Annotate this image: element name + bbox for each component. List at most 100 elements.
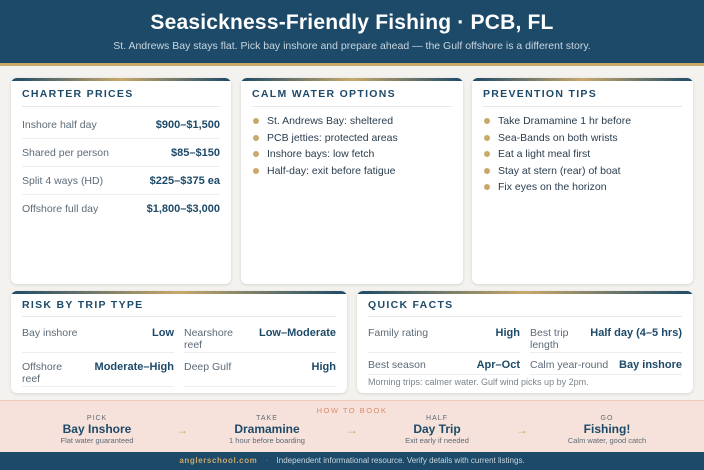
- price-label: Inshore half day: [22, 118, 97, 131]
- list-item: Stay at stern (rear) of boat: [483, 163, 682, 180]
- risk-label: Deep Gulf: [184, 361, 232, 373]
- list-item: St. Andrews Bay: sheltered: [252, 113, 452, 130]
- card-title: QUICK FACTS: [368, 299, 682, 317]
- step-kicker: TAKE: [256, 415, 278, 422]
- risk-value: Low: [152, 327, 174, 339]
- price-row: Split 4 ways (HD) $225–$375 ea: [22, 167, 220, 195]
- fact-value: Bay inshore: [619, 359, 682, 371]
- footer: anglerschool.com · Independent informati…: [0, 452, 704, 470]
- price-value: $900–$1,500: [155, 118, 220, 131]
- arrow-right-icon: →: [516, 423, 528, 437]
- bullet-icon: [484, 167, 490, 174]
- charter-prices-card: CHARTER PRICES Inshore half day $900–$1,5…: [11, 78, 231, 284]
- risk-cell: Nearshore reef Low–Moderate: [184, 319, 336, 353]
- list-item: Half-day: exit before fatigue: [252, 163, 452, 180]
- step: PICK Bay Inshore Flat water guaranteed: [42, 415, 152, 445]
- step-title: Fishing!: [583, 422, 631, 436]
- card-title: RISK BY TRIP TYPE: [22, 299, 336, 317]
- arrow-right-icon: →: [176, 423, 188, 437]
- step-kicker: PICK: [86, 415, 108, 422]
- price-label: Offshore full day: [22, 203, 99, 215]
- facts-note: Morning trips: calmer water. Gulf wind p…: [368, 377, 589, 387]
- risk-value: Low–Moderate: [258, 327, 336, 339]
- separator: ·: [265, 456, 269, 465]
- site-link[interactable]: anglerschool.com: [179, 456, 258, 465]
- step: GO Fishing! Calm water, good catch: [552, 415, 662, 445]
- item-text: Half-day: exit before fatigue: [267, 164, 396, 177]
- card-title: PREVENTION TIPS: [483, 88, 682, 107]
- fact-cell: Best season Apr–Oct: [368, 353, 520, 375]
- fact-label: Best trip length: [530, 327, 569, 351]
- step: HALF Day Trip Exit early if needed: [382, 415, 492, 445]
- price-label: Shared per person: [22, 146, 109, 159]
- bullet-icon: [253, 118, 259, 125]
- fact-value: Apr–Oct: [476, 359, 520, 371]
- bullet-icon: [253, 151, 259, 158]
- item-text: Take Dramamine 1 hr before: [498, 115, 632, 128]
- item-text: St. Andrews Bay: sheltered: [267, 115, 394, 128]
- prevention-tips-card: PREVENTION TIPS Take Dramamine 1 hr befo…: [472, 78, 693, 284]
- risk-value: Moderate–High: [94, 361, 174, 373]
- calm-water-card: CALM WATER OPTIONS St. Andrews Bay: shel…: [241, 78, 463, 284]
- arrow-right-icon: →: [346, 423, 358, 437]
- section-title: HOW TO BOOK: [316, 406, 388, 415]
- step-title: Bay Inshore: [62, 422, 132, 436]
- how-to-book-band: HOW TO BOOK PICK Bay Inshore Flat water gu…: [0, 400, 704, 452]
- risk-label: Nearshore reef: [184, 327, 234, 351]
- step-title: Day Trip: [413, 422, 461, 436]
- step-kicker: HALF: [426, 415, 448, 422]
- fact-cell: Calm year-round Bay inshore: [530, 353, 682, 375]
- list-item: Fix eyes on the horizon: [483, 179, 682, 196]
- fact-value: High: [495, 327, 520, 339]
- list-item: PCB jetties: protected areas: [252, 130, 452, 147]
- list-item: Take Dramamine 1 hr before: [483, 113, 682, 130]
- bullet-icon: [484, 151, 490, 158]
- list-item: Sea-Bands on both wrists: [483, 130, 682, 147]
- step: TAKE Dramamine 1 hour before boarding: [212, 415, 322, 445]
- price-label: Split 4 ways (HD): [22, 174, 104, 187]
- step-sub: Exit early if needed: [405, 436, 469, 445]
- item-text: Eat a light meal first: [498, 148, 591, 161]
- price-row: Offshore full day $1,800–$3,000: [22, 195, 220, 223]
- price-value: $225–$375 ea: [149, 174, 220, 187]
- price-row: Shared per person $85–$150: [22, 139, 220, 167]
- bullet-icon: [484, 118, 490, 125]
- risk-card: RISK BY TRIP TYPE Bay inshore Low Nearsho…: [11, 291, 347, 393]
- card-title: CHARTER PRICES: [22, 88, 220, 107]
- price-list: Inshore half day $900–$1,500 Shared per p…: [22, 111, 220, 223]
- bullet-icon: [484, 184, 490, 191]
- risk-label: Offshore reef: [22, 361, 63, 385]
- risk-cell: Offshore reef Moderate–High: [22, 353, 174, 387]
- item-text: Inshore bays: low fetch: [267, 148, 375, 161]
- card-title: CALM WATER OPTIONS: [252, 88, 452, 107]
- list-item: Eat a light meal first: [483, 146, 682, 163]
- divider: [0, 63, 704, 66]
- step-sub: Flat water guaranteed: [60, 436, 134, 445]
- risk-cell: Deep Gulf High: [184, 353, 336, 387]
- page-title: Seasickness-Friendly Fishing · PCB, FL: [150, 11, 554, 34]
- fact-label: Calm year-round: [530, 359, 609, 371]
- price-value: $85–$150: [171, 146, 220, 159]
- item-text: Sea-Bands on both wrists: [498, 131, 618, 144]
- risk-value: High: [311, 361, 336, 373]
- page-subtitle: St. Andrews Bay stays flat. Pick bay ins…: [113, 40, 591, 52]
- list-item: Inshore bays: low fetch: [252, 146, 452, 163]
- fact-cell: Family rating High: [368, 319, 520, 353]
- price-row: Inshore half day $900–$1,500: [22, 111, 220, 139]
- step-title: Dramamine: [234, 422, 300, 436]
- bullet-icon: [253, 134, 259, 141]
- footer-text: Independent informational resource. Veri…: [276, 456, 525, 465]
- page-header: Seasickness-Friendly Fishing · PCB, FL S…: [0, 0, 704, 63]
- item-text: PCB jetties: protected areas: [267, 131, 398, 144]
- risk-cell: Bay inshore Low: [22, 319, 174, 353]
- item-text: Stay at stern (rear) of boat: [498, 164, 621, 177]
- step-sub: Calm water, good catch: [567, 436, 647, 445]
- risk-label: Bay inshore: [22, 327, 78, 339]
- fact-value: Half day (4–5 hrs): [590, 327, 682, 339]
- fact-label: Family rating: [368, 327, 429, 339]
- quick-facts-card: QUICK FACTS Family rating High Best trip …: [357, 291, 693, 393]
- bullet-icon: [253, 167, 259, 174]
- bullet-icon: [484, 134, 490, 141]
- step-kicker: GO: [600, 415, 614, 422]
- fact-cell: Best trip length Half day (4–5 hrs): [530, 319, 682, 353]
